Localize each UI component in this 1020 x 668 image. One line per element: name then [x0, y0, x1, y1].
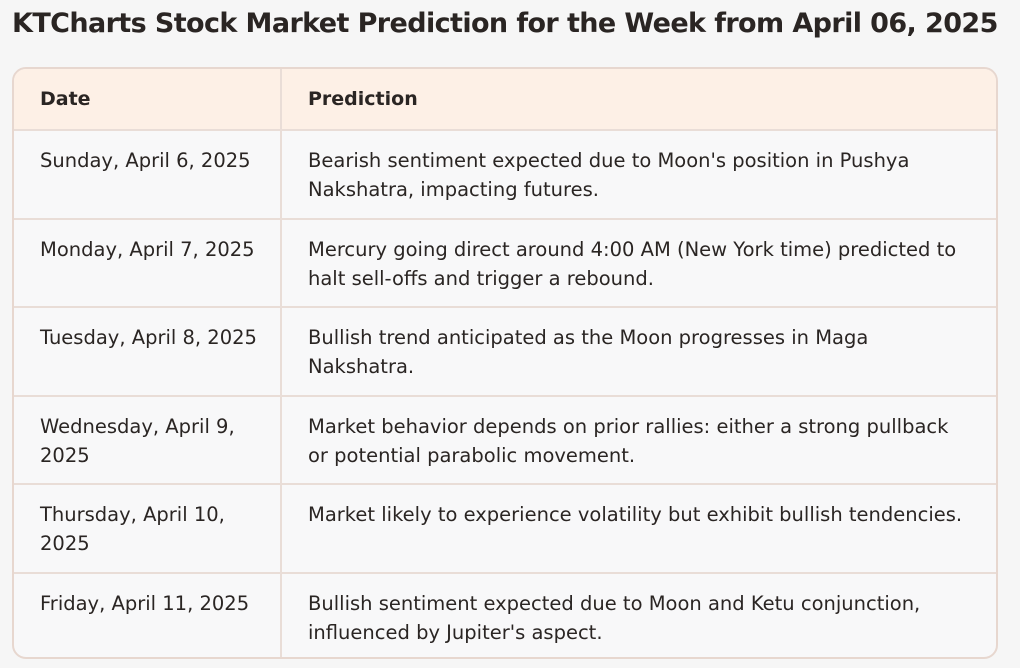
table-row: Wednesday, April 9, 2025 Market behavior… [14, 395, 996, 485]
table-row: Thursday, April 10, 2025 Market likely t… [14, 484, 996, 574]
date-cell: Friday, April 11, 2025 [14, 572, 282, 657]
prediction-table: Date Prediction Sunday, April 6, 2025 Be… [12, 67, 998, 659]
prediction-cell: Bullish trend anticipated as the Moon pr… [281, 307, 996, 397]
date-cell: Thursday, April 10, 2025 [14, 484, 282, 574]
date-cell: Tuesday, April 8, 2025 [14, 307, 282, 397]
date-cell: Sunday, April 6, 2025 [14, 130, 282, 220]
table-row: Tuesday, April 8, 2025 Bullish trend ant… [14, 307, 996, 397]
table-header-row: Date Prediction [14, 69, 996, 131]
prediction-cell: Market behavior depends on prior rallies… [281, 395, 996, 485]
date-cell: Wednesday, April 9, 2025 [14, 395, 282, 485]
column-header-date: Date [14, 69, 282, 131]
table-row: Friday, April 11, 2025 Bullish sentiment… [14, 572, 996, 657]
table-row: Monday, April 7, 2025 Mercury going dire… [14, 218, 996, 308]
prediction-cell: Bearish sentiment expected due to Moon's… [281, 130, 996, 220]
prediction-cell: Mercury going direct around 4:00 AM (New… [281, 218, 996, 308]
date-cell: Monday, April 7, 2025 [14, 218, 282, 308]
prediction-cell: Bullish sentiment expected due to Moon a… [308, 591, 921, 644]
page-title: KTCharts Stock Market Prediction for the… [12, 8, 998, 39]
column-header-prediction: Prediction [281, 69, 996, 131]
prediction-cell: Market likely to experience volatility b… [281, 484, 996, 574]
table-row: Sunday, April 6, 2025 Bearish sentiment … [14, 130, 996, 220]
